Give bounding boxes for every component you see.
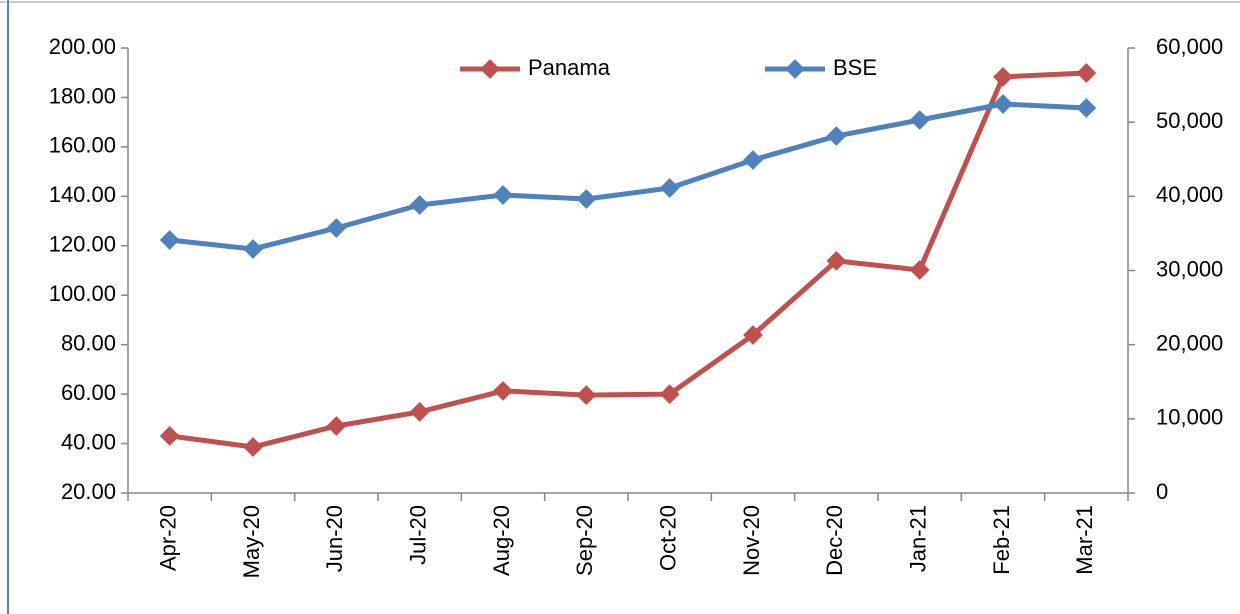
marker <box>1076 63 1097 83</box>
marker <box>493 185 513 205</box>
y-tick-label: 140.00 <box>49 182 116 207</box>
marker <box>1076 98 1097 118</box>
x-tick-label: Jan-21 <box>905 505 930 572</box>
y2-tick-label: 30,000 <box>1156 256 1223 281</box>
x-tick-label: Dec-20 <box>822 505 847 576</box>
x-tick-label: Aug-20 <box>489 505 514 576</box>
marker <box>159 425 180 446</box>
y-tick-label: 40.00 <box>61 429 116 454</box>
x-tick-label: Sep-20 <box>572 505 597 576</box>
y2-tick-label: 0 <box>1156 479 1168 504</box>
y2-tick-label: 20,000 <box>1156 330 1223 355</box>
x-tick-label: Jun-20 <box>322 505 347 572</box>
x-tick-label: Jul-20 <box>405 505 430 565</box>
x-tick-label: Apr-20 <box>155 505 180 571</box>
x-tick-label: Nov-20 <box>739 505 764 576</box>
marker <box>243 437 263 457</box>
y2-tick-label: 10,000 <box>1156 405 1223 430</box>
marker <box>326 416 347 436</box>
marker <box>659 384 680 405</box>
marker <box>743 325 763 345</box>
marker <box>326 218 347 238</box>
marker <box>243 239 263 259</box>
x-tick-label: Oct-20 <box>655 505 680 571</box>
x-tick-label: Mar-21 <box>1072 505 1097 575</box>
x-tick-label: May-20 <box>239 505 264 578</box>
legend-marker <box>480 59 500 79</box>
legend-label: Panama <box>528 55 611 80</box>
series-line <box>169 70 1087 450</box>
marker <box>576 385 597 405</box>
y-tick-label: 100.00 <box>49 281 116 306</box>
marker <box>159 230 180 250</box>
marker <box>409 402 430 422</box>
y-tick-label: 160.00 <box>49 133 116 158</box>
legend-label: BSE <box>833 55 877 80</box>
x-tick-label: Feb-21 <box>989 505 1014 575</box>
y2-tick-label: 50,000 <box>1156 108 1223 133</box>
marker <box>409 195 430 215</box>
y-tick-label: 180.00 <box>49 83 116 108</box>
y2-tick-label: 40,000 <box>1156 182 1223 207</box>
y-tick-label: 60.00 <box>61 380 116 405</box>
marker <box>493 380 513 401</box>
series-line <box>169 101 1087 252</box>
y-tick-label: 200.00 <box>49 34 116 59</box>
y-tick-label: 120.00 <box>49 232 116 257</box>
y-tick-label: 80.00 <box>61 330 116 355</box>
y2-tick-label: 60,000 <box>1156 34 1223 59</box>
y-tick-label: 20.00 <box>61 479 116 504</box>
marker <box>909 260 930 280</box>
